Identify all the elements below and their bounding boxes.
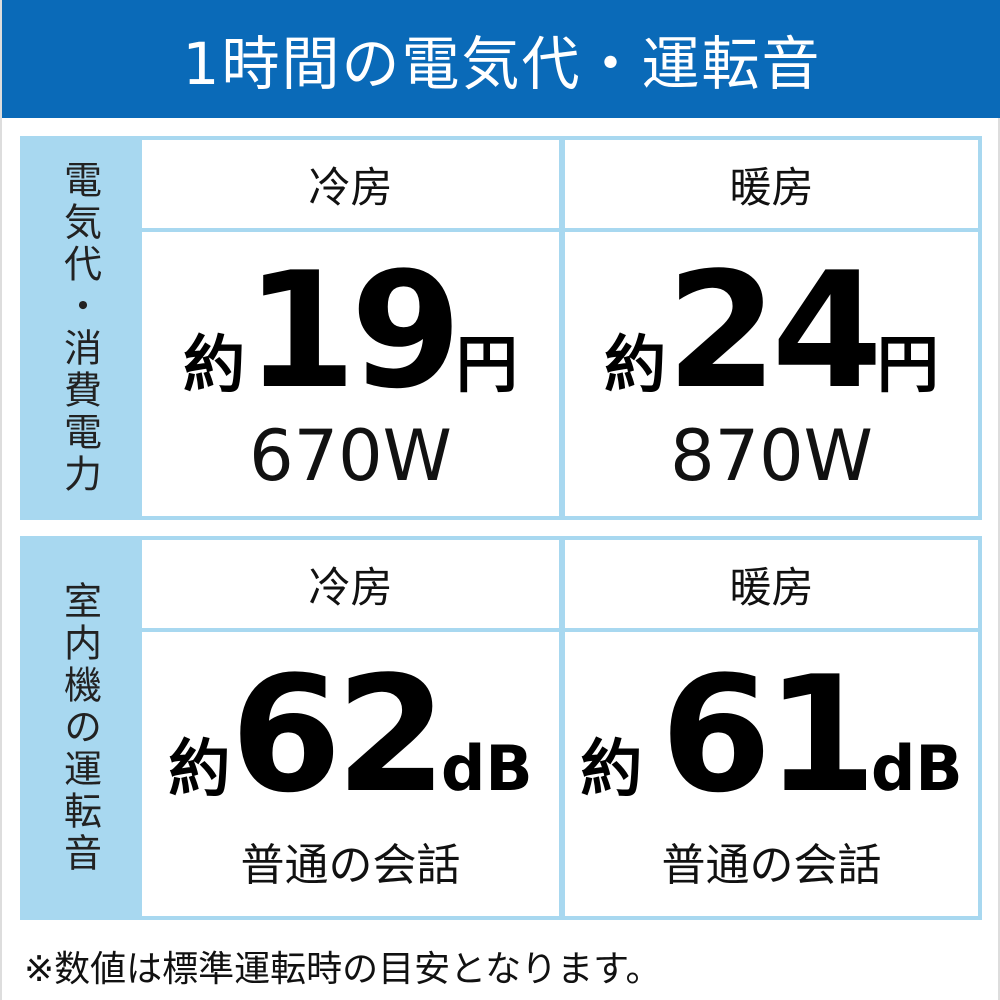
electricity-side-label: 電気代・消費電力	[20, 136, 140, 520]
noise-value: 62	[230, 641, 447, 828]
prefix: 約	[183, 328, 246, 401]
noise-side-label: 室内機の運転音	[20, 536, 140, 920]
title-text: 1時間の電気代・運転音	[182, 30, 822, 98]
footnote: ※数値は標準運転時の目安となります。	[24, 949, 662, 990]
side-label-text: 室内機の運転音	[57, 581, 102, 875]
cooling-cost-cell: 約 19 円 670W	[142, 232, 559, 516]
cost-value: 19	[245, 237, 462, 424]
power-value: 870W	[670, 415, 873, 497]
cost-unit: 円	[876, 328, 939, 401]
cost-value: 24	[666, 237, 883, 424]
heating-header: 暖房	[565, 140, 978, 228]
heating-cost-cell: 約 24 円 870W	[565, 232, 978, 516]
heating-label: 暖房	[729, 162, 814, 212]
noise-value: 61	[660, 641, 877, 828]
prefix: 約	[580, 732, 643, 805]
power-value: 670W	[249, 415, 452, 497]
noise-unit: dB	[441, 732, 533, 805]
side-label-text: 電気代・消費電力	[57, 160, 102, 496]
cost-unit: 円	[455, 328, 518, 401]
electricity-table: 電気代・消費電力 冷房 暖房 約 19 円 670W 約 24 円 870W	[20, 136, 982, 520]
heating-header: 暖房	[565, 540, 978, 628]
cooling-header: 冷房	[142, 540, 559, 628]
noise-note: 普通の会話	[240, 840, 461, 891]
heating-noise-cell: 約 61 dB 普通の会話	[565, 632, 978, 916]
page-title: 1時間の電気代・運転音	[2, 0, 1000, 118]
cooling-label: 冷房	[308, 562, 393, 612]
prefix: 約	[604, 328, 667, 401]
prefix: 約	[168, 732, 231, 805]
noise-note: 普通の会話	[661, 840, 882, 891]
cooling-header: 冷房	[142, 140, 559, 228]
cooling-noise-cell: 約 62 dB 普通の会話	[142, 632, 559, 916]
noise-table: 室内機の運転音 冷房 暖房 約 62 dB 普通の会話 約 61 dB 普通の会話	[20, 536, 982, 920]
cooling-label: 冷房	[308, 162, 393, 212]
noise-unit: dB	[871, 732, 963, 805]
heating-label: 暖房	[729, 562, 814, 612]
